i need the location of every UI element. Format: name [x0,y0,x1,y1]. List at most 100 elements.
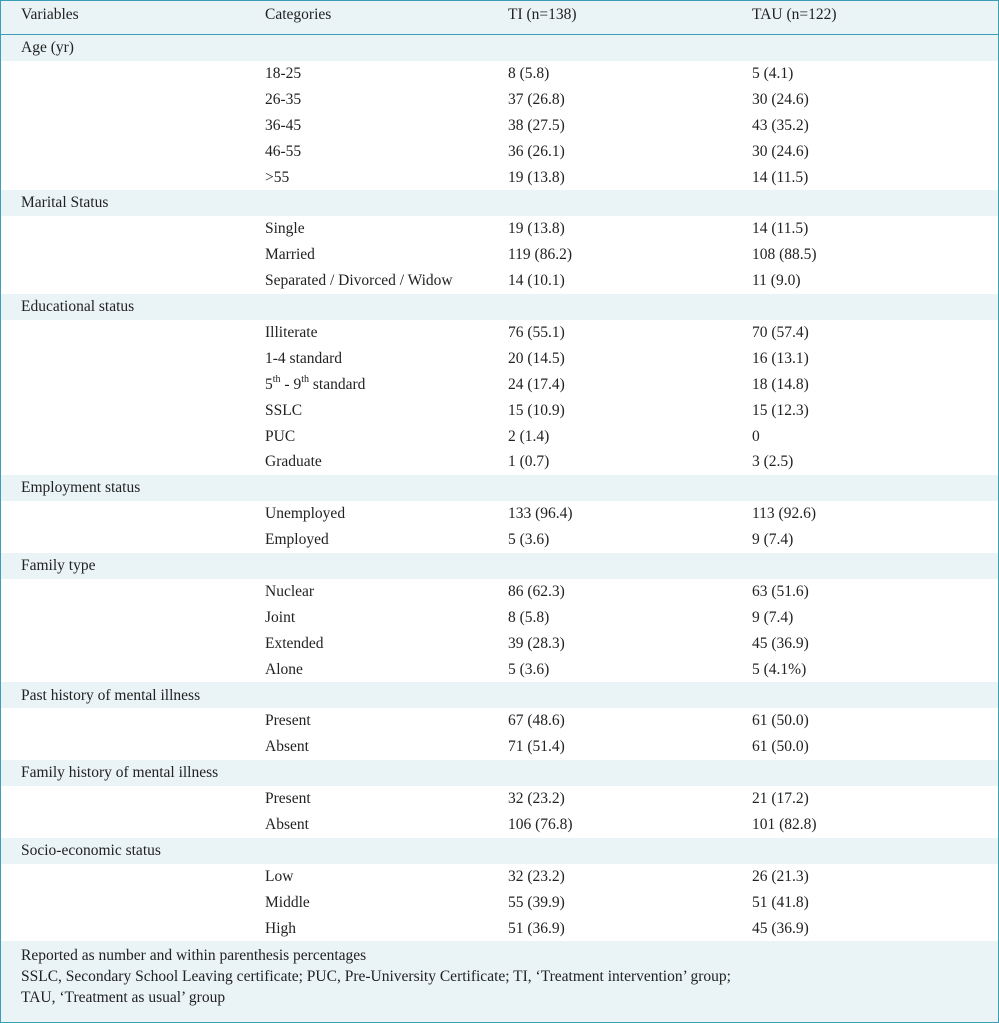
ti-value-cell: 119 (86.2) [508,246,572,264]
tau-value-cell: 61 (50.0) [752,712,809,730]
table-header: Variables Categories TI (n=138) TAU (n=1… [1,1,998,34]
tau-value-cell: 61 (50.0) [752,738,809,756]
tau-value-cell: 5 (4.1%) [752,660,807,678]
header-variables: Variables [21,6,79,23]
group-rows-band [1,786,998,838]
tau-value-cell: 26 (21.3) [752,867,809,885]
group-header-row [1,837,998,864]
category-cell: Separated / Divorced / Widow [265,272,453,290]
ti-value-cell: 36 (26.1) [508,142,565,160]
ti-value-cell: 51 (36.9) [508,919,565,937]
category-cell: Illiterate [265,323,318,341]
category-cell: Alone [265,660,303,678]
group-label: Socio-economic status [21,841,161,859]
ti-value-cell: 5 (3.6) [508,531,550,549]
category-cell: Married [265,246,315,264]
footnote-line: SSLC, Secondary School Leaving certifica… [21,967,731,985]
tau-value-cell: 15 (12.3) [752,401,809,419]
group-label: Family history of mental illness [21,764,219,782]
category-cell: Graduate [265,453,322,471]
category-cell: High [265,919,296,937]
tau-value-cell: 113 (92.6) [752,505,816,523]
ti-value-cell: 8 (5.8) [508,608,550,626]
group-label: Educational status [21,298,135,315]
tau-value-cell: 45 (36.9) [752,634,809,652]
category-cell: 36-45 [265,116,302,134]
tau-value-cell: 43 (35.2) [752,116,809,134]
category-cell: Nuclear [265,582,315,600]
group-header-row [1,190,998,217]
ti-value-cell: 8 (5.8) [508,64,550,82]
ti-value-cell: 14 (10.1) [508,272,565,290]
footnote-line: TAU, ‘Treatment as usual’ group [21,988,226,1006]
category-cell: 1-4 standard [265,349,343,367]
tau-value-cell: 30 (24.6) [752,90,809,108]
group-header-row [1,475,998,502]
group-label: Age (yr) [21,39,74,56]
category-cell: Absent [265,738,309,756]
ti-value-cell: 86 (62.3) [508,582,565,600]
category-cell: 18-25 [265,64,302,82]
category-cell: >55 [265,168,290,186]
tau-value-cell: 14 (11.5) [752,220,809,238]
category-cell: PUC [265,427,296,445]
tau-value-cell: 30 (24.6) [752,142,809,160]
ti-value-cell: 38 (27.5) [508,116,565,134]
category-cell: Present [265,790,311,808]
group-header-row [1,553,998,579]
ti-value-cell: 67 (48.6) [508,712,565,730]
category-cell: SSLC [265,401,303,419]
category-cell: Joint [265,608,296,626]
ti-value-cell: 15 (10.9) [508,401,565,419]
tau-value-cell: 9 (7.4) [752,608,794,626]
category-cell: 5th - 9th standard [265,373,366,393]
ti-value-cell: 76 (55.1) [508,323,565,341]
ti-value-cell: 39 (28.3) [508,634,565,652]
tau-value-cell: 63 (51.6) [752,582,809,600]
group-rows-band [1,216,998,294]
group-label: Past history of mental illness [21,686,201,704]
group-rows-band [1,578,998,683]
category-cell: 46-55 [265,142,302,160]
header-ti: TI (n=138) [508,6,577,23]
ti-value-cell: 71 (51.4) [508,738,565,756]
ti-value-cell: 1 (0.7) [508,453,550,471]
ti-value-cell: 32 (23.2) [508,790,565,808]
ti-value-cell: 106 (76.8) [508,816,573,833]
tau-value-cell: 3 (2.5) [752,453,794,471]
group-rows-band [1,501,998,553]
category-cell: Unemployed [265,505,346,523]
group-rows-band [1,60,998,191]
group-label: Marital Status [21,194,109,212]
ti-value-cell: 37 (26.8) [508,90,565,108]
tau-value-cell: 0 [752,427,760,445]
ti-value-cell: 19 (13.8) [508,168,565,186]
ti-value-cell: 19 (13.8) [508,220,565,238]
tau-value-cell: 18 (14.8) [752,375,809,393]
ti-value-cell: 24 (17.4) [508,375,565,393]
category-cell: Employed [265,531,329,549]
tau-value-cell: 51 (41.8) [752,893,809,911]
group-header-row [1,35,998,61]
group-header-row [1,682,998,709]
header-categories: Categories [265,6,332,23]
ti-value-cell: 133 (96.4) [508,505,573,523]
category-cell: Present [265,712,311,730]
header-divider [1,34,998,35]
tau-value-cell: 14 (11.5) [752,168,809,186]
category-cell: Middle [265,893,310,911]
tau-value-cell: 16 (13.1) [752,349,809,367]
group-header-row [1,294,998,320]
tau-value-cell: 70 (57.4) [752,323,809,341]
group-header-row [1,760,998,787]
group-rows-band [1,708,998,761]
tau-value-cell: 21 (17.2) [752,790,809,808]
category-cell: Extended [265,634,324,652]
group-label: Family type [21,557,96,574]
header-tau: TAU (n=122) [752,6,837,23]
ti-value-cell: 55 (39.9) [508,893,565,911]
tau-value-cell: 45 (36.9) [752,919,809,937]
category-cell: Low [265,867,294,885]
ti-value-cell: 2 (1.4) [508,427,550,445]
